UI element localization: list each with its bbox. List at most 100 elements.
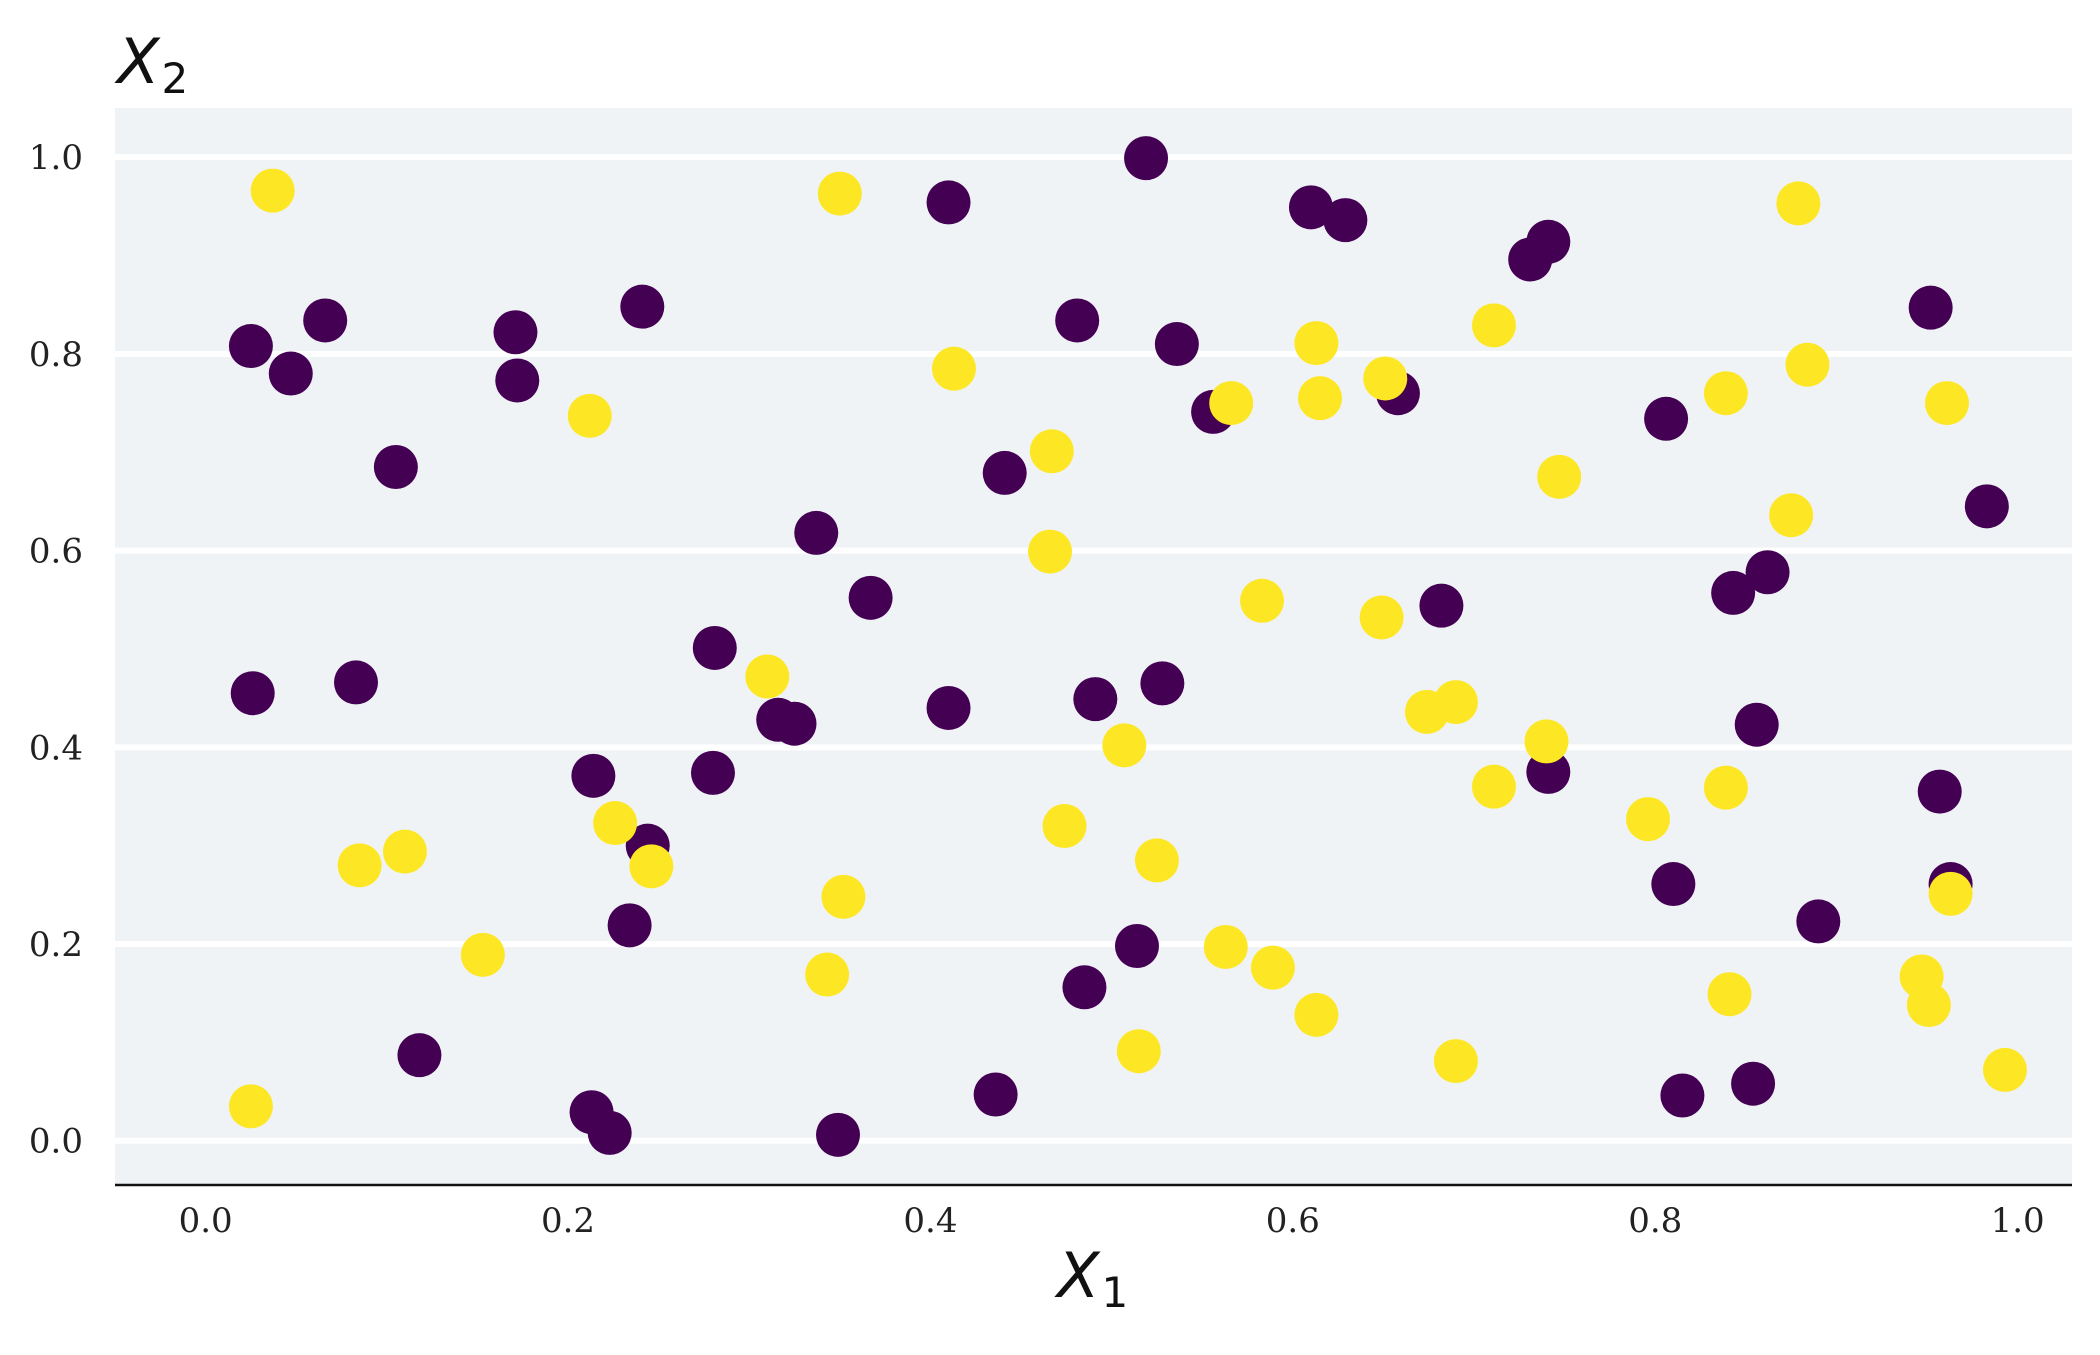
data-point-purple [303, 298, 348, 343]
data-point-purple [1288, 185, 1333, 230]
data-point-purple [607, 903, 652, 948]
x-tick-labels: 0.0 0.2 0.4 0.6 0.8 1.0 [179, 1201, 2045, 1241]
data-point-purple [228, 324, 273, 369]
data-point-purple [1644, 396, 1689, 441]
data-point-purple [493, 310, 538, 355]
data-points [228, 136, 2027, 1157]
data-point-yellow [1769, 493, 1814, 538]
data-point-yellow [1707, 972, 1752, 1017]
y-axis-title-main: X [114, 25, 161, 98]
data-point-yellow [805, 952, 850, 997]
data-point-yellow [1982, 1047, 2027, 1092]
data-point-yellow [1102, 723, 1147, 768]
data-point-yellow [337, 843, 382, 888]
data-point-yellow [1785, 342, 1830, 387]
data-point-purple [926, 685, 971, 730]
data-point-purple [571, 753, 616, 798]
data-point-purple [1964, 484, 2009, 529]
data-point-purple [1651, 862, 1696, 907]
x-tick-label: 0.0 [179, 1201, 233, 1241]
data-point-yellow [1250, 945, 1295, 990]
data-point-purple [268, 351, 313, 396]
data-point-yellow [1703, 371, 1748, 416]
data-point-yellow [745, 654, 790, 699]
data-point-yellow [1363, 356, 1408, 401]
data-point-purple [1055, 298, 1100, 343]
data-point-yellow [1042, 804, 1087, 848]
data-point-purple [1745, 550, 1790, 595]
data-point-yellow [1471, 764, 1516, 809]
y-tick-label: 1.0 [29, 138, 83, 178]
data-point-purple [1323, 198, 1368, 243]
x-tick-label: 0.6 [1266, 1201, 1320, 1241]
data-point-yellow [382, 829, 427, 874]
data-point-purple [620, 284, 665, 329]
data-point-yellow [1928, 871, 1973, 916]
data-point-yellow [1776, 181, 1821, 226]
data-point-purple [848, 575, 893, 620]
data-point-yellow [931, 346, 976, 391]
data-point-yellow [250, 168, 295, 213]
gridlines [115, 154, 2072, 1144]
data-point-purple [692, 625, 737, 670]
x-axis-title: X1 [1054, 1239, 1128, 1317]
y-axis-title: X2 [114, 25, 188, 103]
data-point-purple [926, 180, 971, 225]
x-axis-title-main: X [1054, 1239, 1101, 1312]
data-point-purple [373, 445, 418, 489]
plot-background [115, 108, 2072, 1185]
data-point-yellow [1116, 1029, 1161, 1074]
data-point-purple [397, 1033, 442, 1078]
x-axis-title-sub: 1 [1101, 1268, 1128, 1317]
data-point-yellow [1298, 376, 1343, 421]
data-point-yellow [460, 932, 505, 977]
data-point-purple [1062, 965, 1107, 1010]
data-point-purple [973, 1072, 1018, 1117]
data-point-purple [1419, 583, 1464, 628]
data-point-yellow [1209, 381, 1254, 426]
data-point-yellow [1537, 454, 1582, 499]
data-point-purple [1796, 899, 1841, 944]
data-point-purple [1124, 136, 1169, 181]
data-point-yellow [1471, 303, 1516, 348]
data-point-yellow [1240, 578, 1285, 623]
data-point-yellow [1924, 381, 1969, 426]
y-tick-label: 0.2 [29, 925, 83, 965]
data-point-yellow [1433, 1039, 1478, 1084]
data-point-purple [1917, 769, 1962, 814]
y-tick-label: 0.8 [29, 335, 83, 375]
data-point-yellow [1029, 429, 1074, 474]
data-point-yellow [567, 393, 612, 438]
data-point-yellow [1433, 680, 1478, 725]
data-point-yellow [1028, 529, 1073, 574]
data-point-purple [1908, 285, 1953, 330]
data-point-purple [1734, 702, 1779, 747]
data-point-purple [690, 750, 735, 795]
data-point-purple [982, 450, 1027, 495]
y-tick-labels: 0.0 0.2 0.4 0.6 0.8 1.0 [29, 138, 83, 1162]
data-point-yellow [1703, 765, 1748, 810]
data-point-yellow [1203, 924, 1248, 969]
data-point-yellow [1294, 321, 1339, 366]
data-point-yellow [1359, 595, 1404, 640]
data-point-purple [1114, 923, 1159, 968]
data-point-purple [794, 510, 839, 555]
data-point-yellow [1294, 992, 1339, 1037]
data-point-purple [1526, 219, 1571, 264]
data-point-purple [495, 358, 540, 403]
data-point-yellow [1906, 983, 1951, 1028]
y-tick-label: 0.6 [29, 532, 83, 572]
data-point-purple [1660, 1073, 1705, 1118]
data-point-yellow [821, 874, 866, 919]
y-tick-label: 0.4 [29, 728, 83, 768]
data-point-yellow [817, 171, 862, 216]
data-point-purple [816, 1112, 861, 1157]
data-point-purple [230, 671, 275, 716]
data-point-purple [1140, 661, 1185, 706]
y-tick-label: 0.0 [29, 1122, 83, 1162]
data-point-yellow [593, 801, 638, 846]
data-point-purple [1154, 322, 1199, 367]
y-axis-title-sub: 2 [161, 54, 188, 103]
